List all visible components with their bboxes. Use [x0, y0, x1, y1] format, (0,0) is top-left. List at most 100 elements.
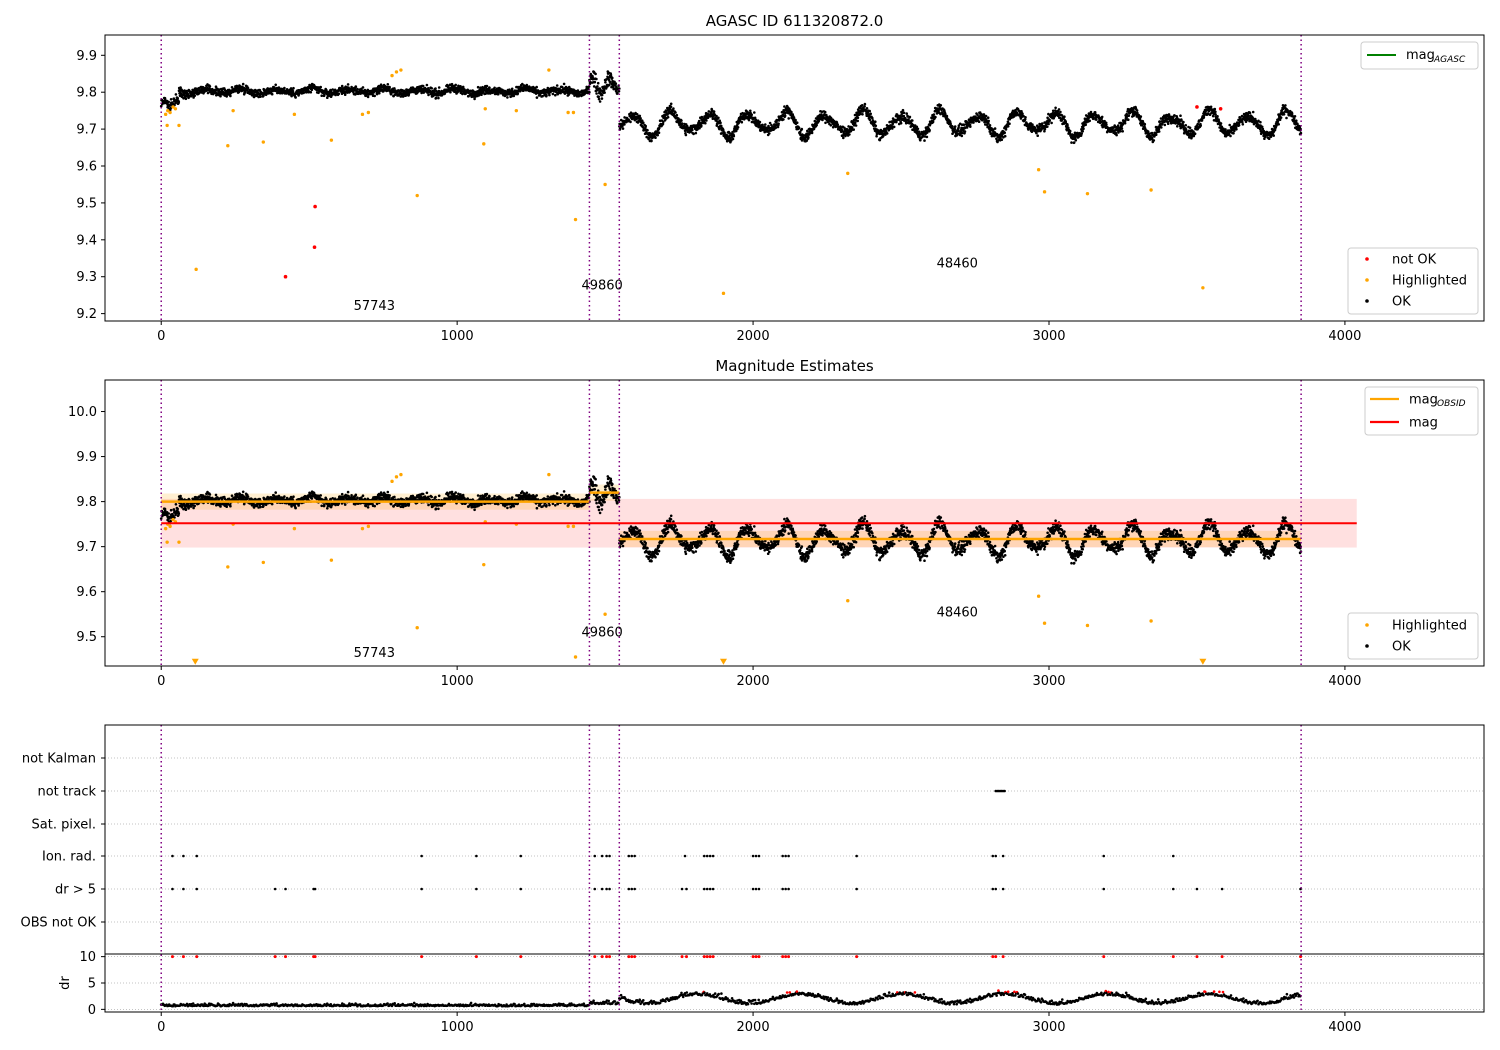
ok-point: [1059, 110, 1062, 114]
ok-point: [800, 127, 804, 131]
ok-point: [1084, 123, 1087, 127]
ok-point: [939, 104, 943, 107]
ok-point: [588, 90, 591, 94]
highlighted-point: [571, 110, 576, 115]
not-ok-point: [1195, 105, 1199, 109]
ok-point: [621, 127, 625, 130]
ok-point: [241, 82, 245, 86]
ok-point: [597, 97, 601, 101]
y-tick-label: 9.3: [76, 270, 97, 285]
ok-point: [669, 105, 673, 108]
ok-point: [1036, 134, 1039, 137]
ok-point: [1068, 129, 1072, 133]
ok-point: [430, 87, 434, 90]
highlighted-point: [360, 112, 365, 117]
ok-point: [229, 94, 232, 98]
ok-point: [473, 97, 476, 101]
ok-point: [320, 94, 324, 97]
ok-point: [1213, 107, 1217, 111]
highlighted-point: [226, 144, 230, 148]
ok-point: [932, 113, 936, 116]
ok-point: [179, 494, 182, 498]
ok-point: [874, 124, 878, 128]
ok-point: [931, 120, 935, 124]
ok-point: [986, 116, 990, 119]
ok-point: [868, 118, 872, 122]
ok-point: [593, 80, 597, 84]
ok-point: [923, 139, 926, 142]
ok-point: [608, 83, 611, 87]
ok-point: [768, 132, 771, 135]
ok-point: [476, 85, 480, 89]
ok-point: [928, 128, 931, 132]
ok-point: [436, 94, 440, 97]
ok-point: [1105, 123, 1108, 127]
highlighted-point: [399, 68, 403, 72]
ok-point: [603, 91, 606, 94]
y-tick-label: 9.4: [76, 233, 97, 248]
ok-point: [1293, 115, 1297, 118]
ok-point: [208, 85, 212, 88]
ok-point: [437, 96, 440, 100]
ok-point: [214, 493, 218, 497]
ok-point: [1093, 111, 1097, 114]
ok-point: [206, 91, 210, 95]
ok-point: [277, 86, 281, 89]
ok-point: [993, 127, 997, 130]
ok-point: [642, 121, 645, 124]
ok-point: [712, 110, 716, 113]
ok-point: [594, 72, 597, 76]
ok-point: [787, 117, 790, 120]
ok-point: [283, 86, 286, 90]
ok-point: [629, 120, 632, 124]
ok-point: [319, 85, 323, 89]
legend-marker: [1365, 278, 1369, 282]
ok-point: [401, 95, 405, 98]
ok-point: [177, 100, 181, 104]
ok-point: [179, 86, 182, 89]
ok-point: [750, 113, 753, 117]
ok-point: [354, 85, 358, 88]
highlighted-point: [173, 107, 178, 111]
highlighted-point: [1042, 190, 1047, 194]
ok-point: [274, 491, 278, 494]
not-ok-point: [313, 204, 317, 209]
ok-point: [598, 100, 602, 103]
ok-point: [421, 84, 425, 88]
ok-point: [969, 125, 972, 128]
ok-point: [611, 76, 614, 80]
ok-point: [346, 83, 350, 86]
ok-point: [551, 92, 555, 96]
ok-point: [1184, 124, 1188, 127]
x-tick-label: 0: [157, 329, 165, 344]
ok-point: [1152, 139, 1156, 142]
ok-point: [1048, 119, 1051, 122]
ok-point: [386, 83, 390, 86]
ok-point: [875, 134, 878, 138]
ok-point: [373, 94, 377, 98]
ok-point: [310, 88, 314, 91]
ok-point: [1072, 141, 1076, 144]
ok-point: [1188, 126, 1192, 130]
ok-point: [1070, 141, 1073, 144]
ok-point: [208, 493, 212, 496]
ok-point: [361, 86, 365, 89]
ok-point: [1214, 110, 1217, 114]
ok-point: [704, 121, 707, 125]
ok-point: [508, 88, 511, 91]
ok-point: [176, 96, 179, 100]
ok-point: [646, 129, 649, 132]
ok-point: [310, 497, 314, 500]
ok-point: [988, 124, 992, 127]
ok-point: [185, 89, 188, 93]
ok-point: [340, 84, 344, 88]
ok-point: [1279, 116, 1283, 119]
ok-point: [783, 114, 787, 118]
ok-point: [159, 104, 163, 108]
ok-point: [1139, 115, 1143, 118]
ok-point: [865, 107, 869, 110]
highlighted-point: [1201, 286, 1205, 290]
ok-point: [241, 490, 245, 494]
highlighted-point: [1085, 191, 1090, 196]
ok-point: [1196, 122, 1200, 126]
